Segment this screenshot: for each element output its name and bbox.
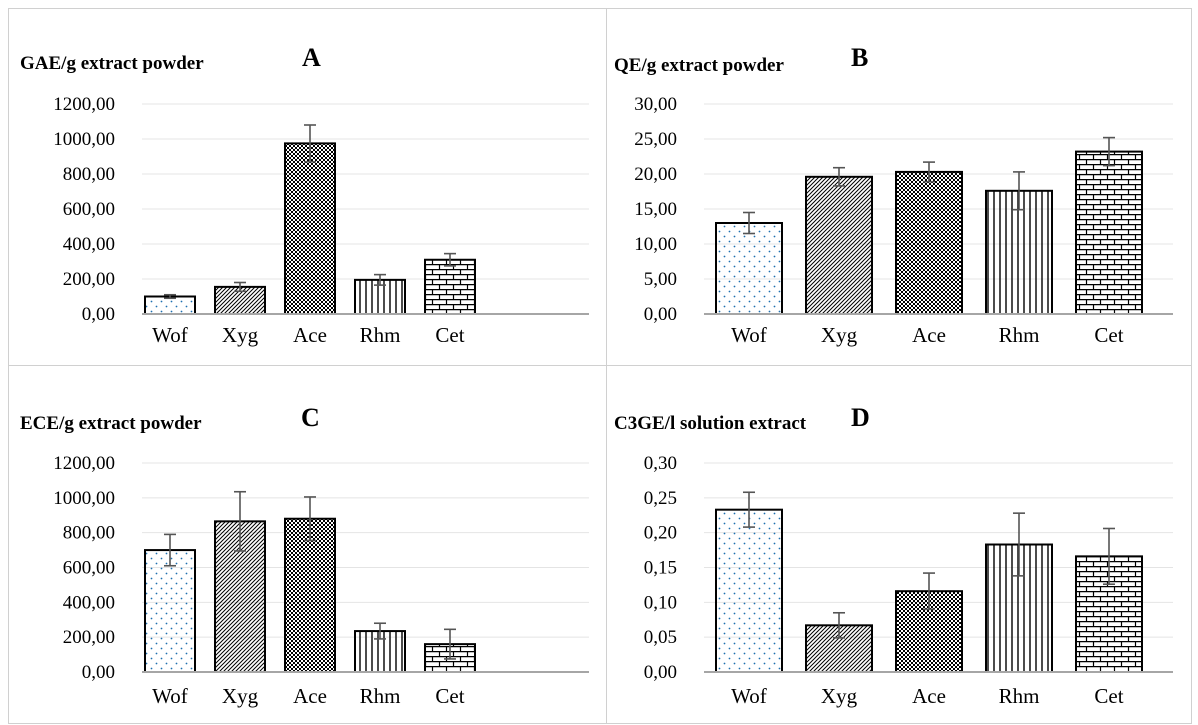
error-bar bbox=[743, 491, 755, 528]
y-tick-label: 0,00 bbox=[82, 662, 115, 683]
y-tick-label: 0,15 bbox=[644, 558, 677, 579]
y-tick-label: 15,00 bbox=[634, 199, 677, 220]
y-axis-label: ECE/g extract powder bbox=[20, 413, 202, 434]
panel-letter: B bbox=[851, 43, 869, 72]
error-bar bbox=[304, 124, 316, 163]
y-tick-label: 20,00 bbox=[634, 164, 677, 185]
x-tick-label: Rhm bbox=[999, 684, 1040, 708]
bar-ace bbox=[895, 170, 963, 315]
x-tick-label: Wof bbox=[152, 684, 188, 708]
x-tick-label: Cet bbox=[1094, 684, 1123, 708]
error-bar bbox=[1013, 171, 1025, 211]
y-axis-label: QE/g extract powder bbox=[614, 55, 784, 76]
bar-wof bbox=[715, 222, 783, 315]
x-tick-label: Xyg bbox=[222, 323, 259, 347]
y-tick-label: 1200,00 bbox=[53, 94, 115, 115]
x-tick-label: Ace bbox=[293, 323, 327, 347]
y-tick-label: 0,00 bbox=[644, 304, 677, 325]
x-tick-label: Rhm bbox=[999, 323, 1040, 347]
y-tick-label: 200,00 bbox=[63, 269, 115, 290]
bar-cet bbox=[1075, 150, 1143, 315]
chart-panel-d: C3GE/l solution extract D 0,00 0,05 0,10 0,… bbox=[606, 365, 1192, 724]
y-tick-label: 0,10 bbox=[644, 592, 677, 613]
y-tick-label: 0,30 bbox=[644, 453, 677, 474]
panel-letter: C bbox=[301, 403, 320, 432]
error-bar bbox=[444, 252, 456, 267]
y-tick-label: 1000,00 bbox=[53, 129, 115, 150]
error-bar bbox=[444, 628, 456, 660]
error-bar bbox=[923, 572, 935, 611]
y-tick-label: 600,00 bbox=[63, 199, 115, 220]
y-tick-label: 0,20 bbox=[644, 523, 677, 544]
y-tick-label: 400,00 bbox=[63, 592, 115, 613]
bar-ace bbox=[284, 517, 336, 673]
error-bar bbox=[1013, 512, 1025, 577]
bar-xyg bbox=[805, 175, 873, 315]
chart-panel-c: ECE/g extract powder C 0,00 200,00 400,00 6… bbox=[8, 365, 607, 724]
error-bar bbox=[304, 496, 316, 542]
bar-chart-b: 0,00 5,00 10,00 15,00 20,00 25,00 30,00 Wof Xyg A… bbox=[634, 94, 1173, 347]
chart-panel-a: GAE/g extract powder A 0,00 200,00 400,00 6… bbox=[8, 8, 607, 366]
x-tick-label: Xyg bbox=[222, 684, 259, 708]
x-tick-label: Cet bbox=[435, 684, 464, 708]
error-bar bbox=[833, 166, 845, 187]
error-bar bbox=[923, 161, 935, 183]
error-bar bbox=[1103, 136, 1115, 167]
y-axis-label: C3GE/l solution extract bbox=[614, 413, 807, 434]
x-tick-label: Rhm bbox=[360, 323, 401, 347]
y-tick-label: 1000,00 bbox=[53, 488, 115, 509]
y-tick-label: 200,00 bbox=[63, 627, 115, 648]
error-bar bbox=[164, 293, 176, 300]
y-tick-label: 10,00 bbox=[634, 234, 677, 255]
y-tick-label: 800,00 bbox=[63, 164, 115, 185]
bar-wof bbox=[715, 508, 783, 673]
x-tick-label: Rhm bbox=[360, 684, 401, 708]
y-tick-label: 600,00 bbox=[63, 558, 115, 579]
x-tick-label: Ace bbox=[912, 684, 946, 708]
panel-letter: A bbox=[302, 43, 321, 72]
y-tick-label: 0,05 bbox=[644, 627, 677, 648]
y-tick-label: 800,00 bbox=[63, 523, 115, 544]
y-tick-label: 0,00 bbox=[644, 662, 677, 683]
y-tick-label: 0,00 bbox=[82, 304, 115, 325]
error-bar bbox=[234, 281, 246, 293]
error-bar bbox=[743, 211, 755, 235]
x-tick-label: Ace bbox=[293, 684, 327, 708]
error-bar bbox=[234, 490, 246, 552]
bar-ace bbox=[284, 142, 336, 315]
error-bar bbox=[164, 533, 176, 567]
error-bar bbox=[833, 611, 845, 639]
y-axis-label: GAE/g extract powder bbox=[20, 53, 204, 74]
bar-chart-c: 0,00 200,00 400,00 600,00 800,00 1000,00 1200,… bbox=[53, 453, 589, 708]
bar-chart-a: 0,00 200,00 400,00 600,00 800,00 1000,00 1200,… bbox=[53, 94, 589, 347]
x-tick-label: Cet bbox=[435, 323, 464, 347]
bar-chart-d: 0,00 0,05 0,10 0,15 0,20 0,25 0,30 Wof Xyg Ace Rhm… bbox=[644, 453, 1173, 708]
bar-rhm bbox=[354, 278, 406, 315]
bar-cet bbox=[424, 258, 476, 315]
x-tick-label: Xyg bbox=[821, 684, 858, 708]
y-tick-label: 5,00 bbox=[644, 269, 677, 290]
x-tick-label: Wof bbox=[152, 323, 188, 347]
bar-wof bbox=[144, 295, 196, 315]
chart-panel-b: QE/g extract powder B 0,00 5,00 10,00 15,00… bbox=[606, 8, 1192, 366]
x-tick-label: Wof bbox=[731, 684, 767, 708]
y-tick-label: 400,00 bbox=[63, 234, 115, 255]
x-tick-label: Xyg bbox=[821, 323, 858, 347]
y-tick-label: 1200,00 bbox=[53, 453, 115, 474]
x-tick-label: Ace bbox=[912, 323, 946, 347]
error-bar bbox=[374, 273, 386, 286]
bar-wof bbox=[144, 549, 196, 673]
x-tick-label: Wof bbox=[731, 323, 767, 347]
x-tick-label: Cet bbox=[1094, 323, 1123, 347]
panel-letter: D bbox=[851, 403, 870, 432]
error-bar bbox=[1103, 527, 1115, 586]
y-tick-label: 25,00 bbox=[634, 129, 677, 150]
y-tick-label: 0,25 bbox=[644, 488, 677, 509]
error-bar bbox=[374, 622, 386, 640]
y-tick-label: 30,00 bbox=[634, 94, 677, 115]
